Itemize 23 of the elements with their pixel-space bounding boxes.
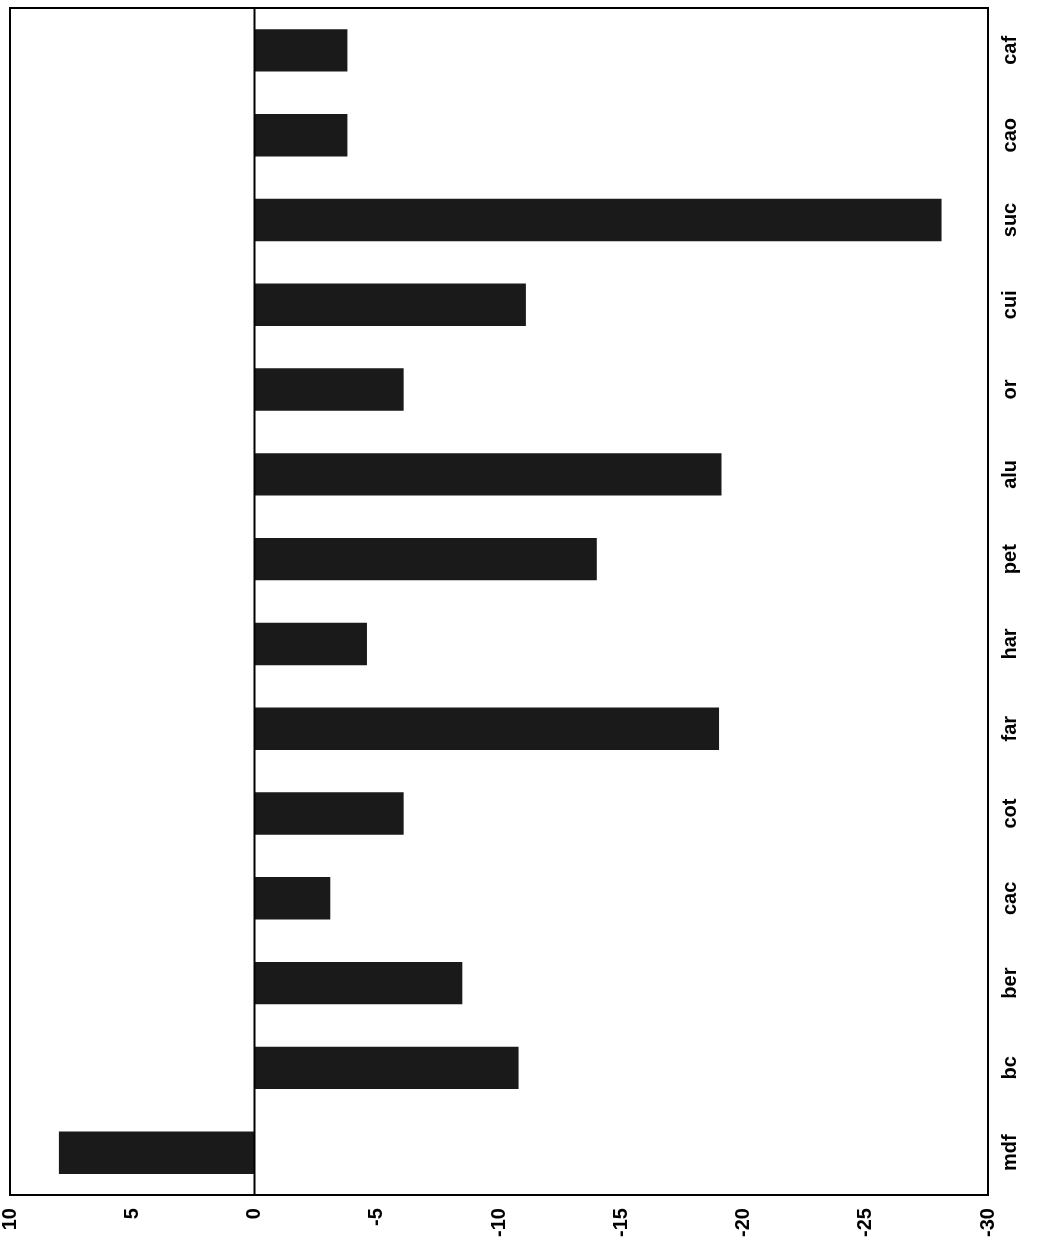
x-tick-label: 5	[119, 1208, 142, 1220]
y-tick-label: alu	[997, 459, 1020, 489]
y-tick-label: caf	[997, 35, 1020, 65]
x-tick-label: -15	[608, 1208, 631, 1237]
y-tick-label: mdf	[997, 1134, 1020, 1172]
y-tick-label: bc	[997, 1056, 1020, 1080]
y-tick-label: far	[997, 715, 1020, 742]
x-tick-label: -25	[853, 1208, 876, 1237]
y-tick-label: cui	[997, 290, 1020, 320]
y-tick-label: cao	[997, 117, 1020, 153]
x-tick-label: 0	[242, 1208, 265, 1220]
x-tick-label: -10	[486, 1208, 509, 1237]
x-tick-label: -5	[364, 1208, 387, 1226]
y-tick-label: ber	[997, 967, 1020, 999]
x-tick-label: -20	[731, 1208, 754, 1237]
y-tick-label: pet	[997, 543, 1020, 575]
y-tick-label: cot	[997, 798, 1020, 829]
x-tick-label: -30	[975, 1208, 998, 1237]
y-tick-label: suc	[997, 202, 1020, 238]
y-tick-label: or	[997, 379, 1020, 400]
x-tick-label: 10	[0, 1208, 20, 1231]
y-tick-label: cac	[997, 881, 1020, 916]
y-tick-label: har	[997, 628, 1020, 660]
